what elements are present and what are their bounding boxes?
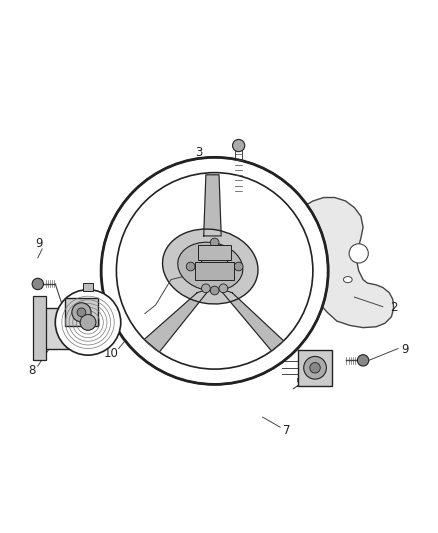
Text: 2: 2: [390, 302, 397, 314]
Circle shape: [55, 289, 121, 355]
Circle shape: [234, 262, 243, 271]
Circle shape: [32, 278, 43, 289]
Polygon shape: [272, 198, 394, 328]
Circle shape: [77, 308, 86, 317]
FancyBboxPatch shape: [298, 350, 332, 386]
Ellipse shape: [162, 229, 258, 304]
FancyBboxPatch shape: [198, 245, 231, 260]
Circle shape: [80, 314, 96, 330]
Circle shape: [101, 157, 328, 384]
FancyBboxPatch shape: [35, 308, 99, 350]
Text: 8: 8: [28, 364, 36, 377]
Text: 7: 7: [283, 424, 290, 437]
Polygon shape: [219, 288, 283, 351]
FancyBboxPatch shape: [195, 262, 234, 280]
Ellipse shape: [343, 277, 352, 282]
Circle shape: [349, 244, 368, 263]
Circle shape: [357, 354, 369, 366]
Circle shape: [186, 262, 195, 271]
Circle shape: [201, 284, 210, 293]
Text: 10: 10: [103, 348, 118, 360]
Text: 9: 9: [35, 237, 43, 250]
Text: 5: 5: [295, 377, 303, 390]
Polygon shape: [144, 288, 210, 352]
Circle shape: [304, 357, 326, 379]
FancyBboxPatch shape: [65, 298, 98, 326]
Circle shape: [210, 238, 219, 247]
Circle shape: [72, 303, 91, 322]
Text: 4: 4: [247, 229, 255, 241]
Polygon shape: [204, 175, 221, 236]
Circle shape: [210, 286, 219, 295]
Circle shape: [219, 284, 228, 293]
Text: 5: 5: [74, 311, 81, 325]
Circle shape: [233, 140, 245, 152]
Circle shape: [201, 253, 229, 280]
FancyBboxPatch shape: [33, 296, 46, 360]
Text: 9: 9: [401, 343, 408, 356]
FancyBboxPatch shape: [83, 283, 93, 291]
Circle shape: [310, 362, 320, 373]
Ellipse shape: [178, 242, 243, 291]
Text: 3: 3: [196, 147, 203, 159]
